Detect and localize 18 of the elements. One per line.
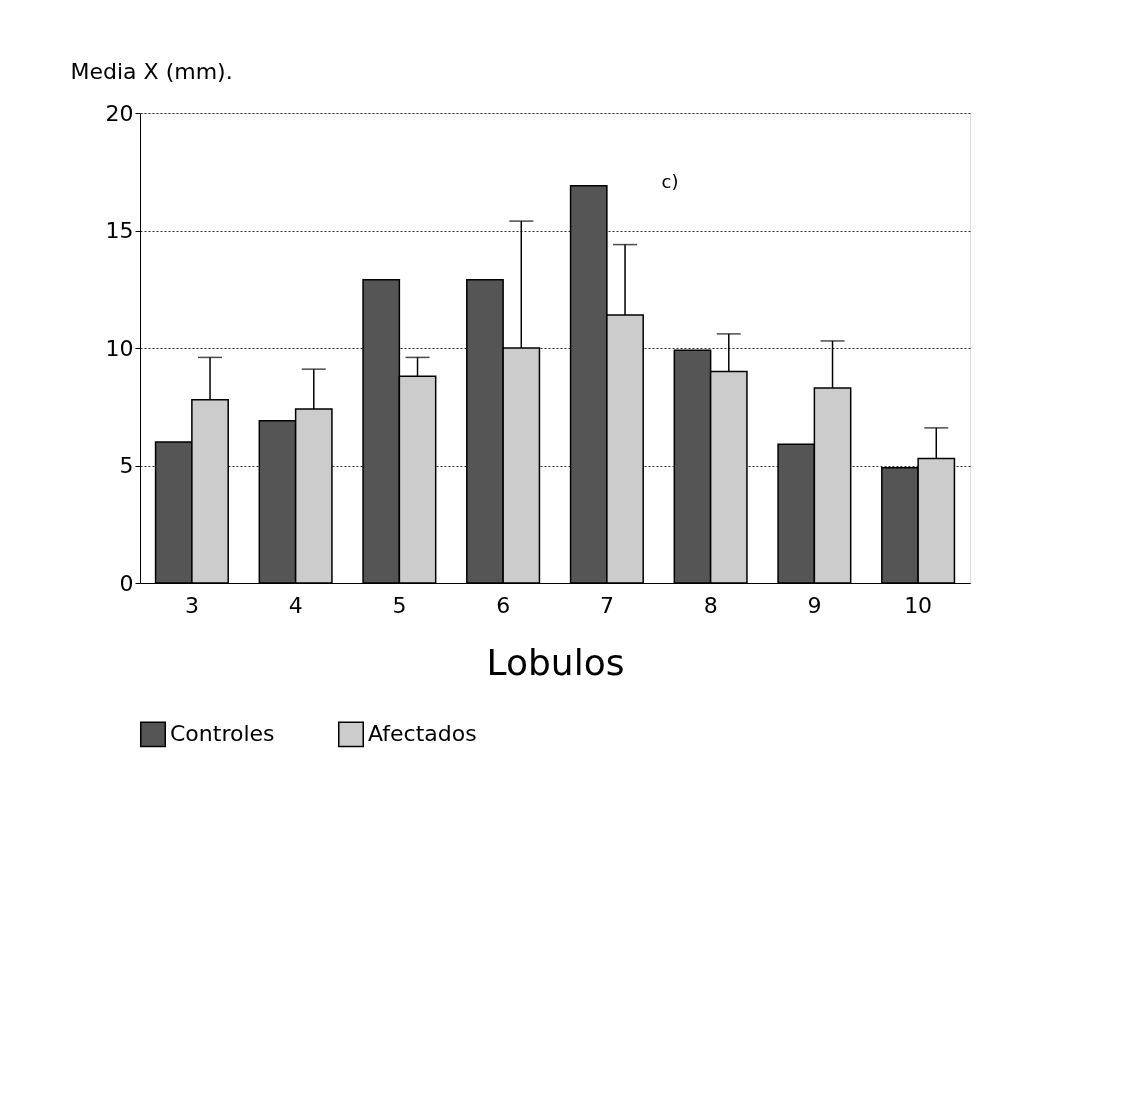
y-tick-label: 5 (119, 453, 134, 478)
y-tick-label: 15 (105, 218, 134, 243)
x-tick-label: 5 (392, 592, 407, 618)
legend-label: Afectados (368, 721, 477, 747)
annotation: c) (661, 171, 679, 192)
x-tick-label: 7 (599, 592, 614, 618)
x-tick-label: 8 (703, 592, 718, 618)
y-tick-label: 10 (105, 335, 134, 361)
y-axis-title: Media X (mm). (70, 58, 233, 84)
x-tick-label: 10 (904, 592, 933, 618)
x-axis-title: Lobulos (486, 641, 625, 683)
x-tick-label: 6 (496, 592, 511, 618)
x-tick-label: 4 (288, 592, 303, 618)
x-tick-label: 9 (807, 592, 822, 618)
y-tick-label: 20 (105, 100, 134, 126)
y-tick-label: 0 (119, 570, 134, 596)
x-tick-label: 3 (184, 592, 199, 618)
legend-label: Controles (170, 721, 275, 747)
